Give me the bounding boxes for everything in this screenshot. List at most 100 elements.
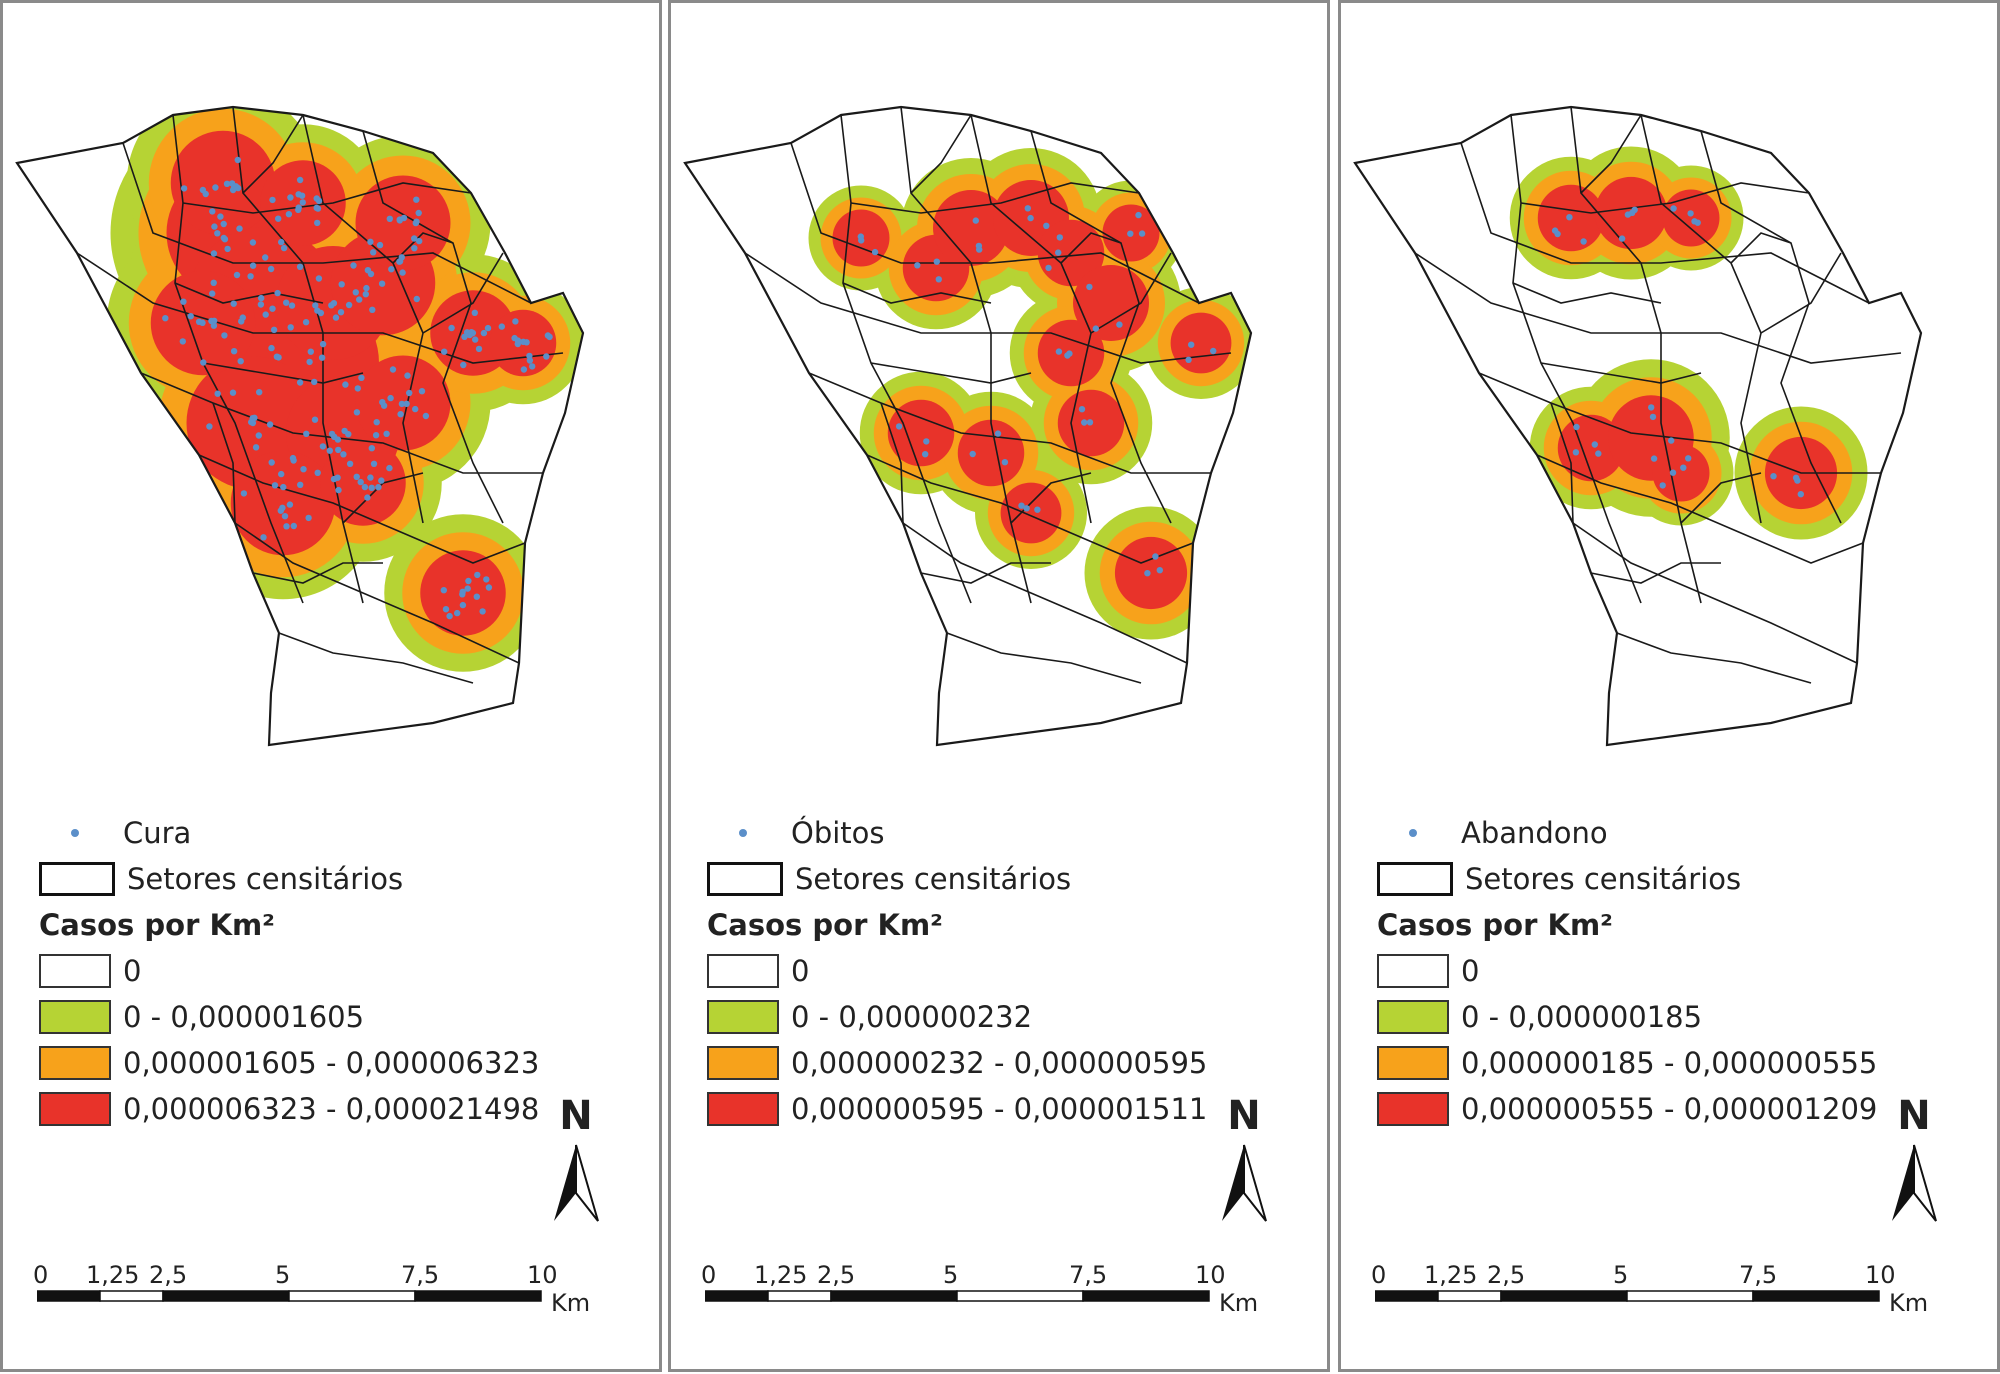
case-point <box>273 353 281 360</box>
case-point <box>460 361 467 369</box>
census-sectors-layer <box>1414 106 1902 684</box>
legend-class-label: 0,000001605 - 0,000006323 <box>123 1046 540 1080</box>
sector-boundary <box>1760 252 1842 334</box>
case-point <box>271 482 279 489</box>
case-point <box>233 271 241 279</box>
case-point <box>285 211 293 218</box>
case-point <box>1668 437 1675 444</box>
case-point <box>386 464 393 472</box>
legend-class-label: 0 <box>123 954 142 988</box>
case-point <box>206 423 213 430</box>
case-point <box>289 454 297 462</box>
case-point <box>220 220 227 228</box>
legend-title: Casos por Km² <box>707 908 943 942</box>
case-point <box>440 587 447 594</box>
legend-point-label: Cura <box>123 816 192 850</box>
sector-boundary <box>1460 142 1870 304</box>
case-point <box>210 250 218 257</box>
density-map <box>1353 105 1923 747</box>
sector-boundary <box>1520 182 1810 214</box>
case-point <box>454 609 461 617</box>
case-point <box>369 306 376 313</box>
case-point <box>202 190 209 198</box>
sector-boundary <box>866 454 1194 564</box>
case-point <box>498 323 505 330</box>
density-zone-high <box>1114 536 1188 610</box>
kernel-density-layer <box>808 148 1251 640</box>
case-point <box>468 329 475 336</box>
sector-outline-swatch <box>1377 862 1453 896</box>
case-point <box>296 176 304 184</box>
case-point <box>380 402 388 409</box>
sector-boundary <box>242 114 304 194</box>
case-point <box>418 388 426 395</box>
case-point <box>326 447 333 454</box>
case-point <box>257 301 265 308</box>
case-point <box>1116 321 1123 328</box>
case-point <box>972 217 979 224</box>
case-points-layer <box>857 205 1217 577</box>
case-point <box>370 249 377 256</box>
case-point <box>315 275 323 282</box>
case-point <box>332 314 340 321</box>
sector-boundary <box>920 562 1051 584</box>
case-point <box>268 344 275 352</box>
case-point-icon <box>1409 829 1417 837</box>
sector-boundary <box>1580 114 1642 194</box>
scale-segment <box>767 1290 832 1302</box>
case-point <box>1670 205 1677 212</box>
case-point <box>413 196 420 203</box>
case-point <box>270 326 278 333</box>
case-point <box>210 322 218 329</box>
case-point <box>1551 227 1559 234</box>
scale-segment <box>288 1290 416 1302</box>
case-point <box>295 191 302 198</box>
scale-segment <box>99 1290 164 1302</box>
case-point <box>267 265 275 273</box>
scale-bar-graphic <box>705 1290 1210 1302</box>
case-point <box>375 484 382 491</box>
case-point <box>935 276 942 283</box>
scale-tick-label: 2,5 <box>817 1261 856 1289</box>
case-point <box>269 196 276 204</box>
density-zone-high <box>230 450 336 556</box>
scale-segment <box>705 1290 769 1302</box>
case-point <box>208 317 215 325</box>
case-point <box>923 438 930 445</box>
case-point <box>446 612 453 620</box>
case-point <box>1055 249 1062 256</box>
case-point <box>526 352 533 360</box>
sector-boundary <box>1572 522 1858 664</box>
case-point <box>210 279 217 286</box>
case-point <box>314 469 321 476</box>
case-point <box>1043 222 1050 229</box>
case-point <box>187 313 194 320</box>
case-point <box>386 215 393 222</box>
case-point <box>300 466 307 473</box>
case-point <box>313 204 320 211</box>
legend-class-label: 0 - 0,000001605 <box>123 1000 365 1034</box>
sector-boundary <box>1680 472 1762 524</box>
map-layers <box>15 105 585 747</box>
legend-point-label: Óbitos <box>791 816 885 850</box>
case-point <box>412 405 419 413</box>
density-map <box>15 105 585 747</box>
case-point <box>249 262 257 269</box>
case-point <box>234 156 241 164</box>
case-point <box>1649 413 1657 421</box>
sector-boundary <box>122 142 532 304</box>
map-panel-obitos: Óbitos Setores censitários Casos por Km²… <box>668 0 1330 1372</box>
scale-tick-label: 5 <box>1613 1261 1629 1289</box>
scale-segment <box>1375 1290 1439 1302</box>
case-point <box>1045 264 1052 272</box>
municipality-boundary <box>683 105 1253 747</box>
case-point <box>546 333 553 341</box>
case-point <box>297 481 304 488</box>
case-point <box>287 324 294 331</box>
case-point <box>295 206 302 214</box>
case-point <box>1144 570 1151 577</box>
case-point <box>1618 235 1626 242</box>
sector-boundary <box>212 402 236 524</box>
scale-segment <box>1437 1290 1502 1302</box>
case-point <box>388 266 395 273</box>
